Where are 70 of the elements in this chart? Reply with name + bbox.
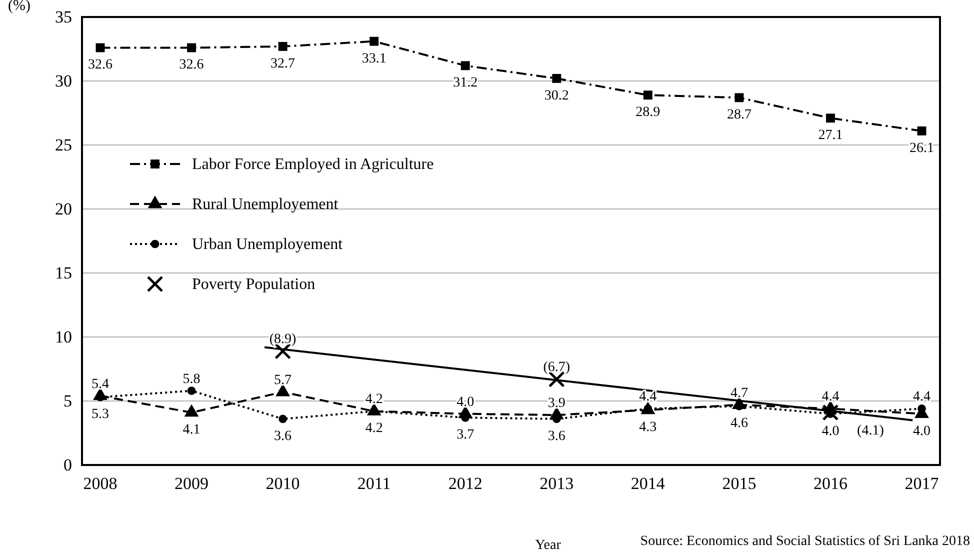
data-label: 4.6	[730, 416, 748, 432]
y-tick-label: 0	[64, 455, 72, 474]
legend-label: Poverty Population	[192, 276, 316, 293]
data-label: 32.7	[270, 56, 296, 72]
x-tick-label: 2008	[83, 474, 118, 494]
data-label: 4.0	[912, 424, 930, 439]
data-label: 4.4	[912, 390, 930, 405]
y-tick-label: 15	[55, 263, 72, 282]
data-label: 5.7	[274, 373, 292, 388]
data-label: 28.9	[636, 105, 660, 120]
point	[822, 404, 839, 421]
data-label: 3.6	[274, 428, 292, 444]
data-label: 27.1	[818, 128, 843, 144]
data-label: 32.6	[179, 58, 204, 73]
data-label: 33.1	[362, 51, 386, 66]
data-label: 30.2	[544, 88, 569, 104]
source-note: Source: Economics and Social Statistics of Sri Lanka 2018	[640, 534, 970, 549]
point	[917, 126, 926, 136]
data-label: 26.1	[909, 140, 934, 156]
legend-label: Labor Force Employed in Agriculture	[192, 156, 434, 173]
data-label: 3.6	[548, 428, 566, 444]
data-label: 3.7	[456, 428, 474, 443]
data-label: 5.8	[182, 372, 200, 387]
legend-label: Urban Unemployement	[192, 236, 344, 253]
point	[643, 90, 652, 100]
data-label: 5.4	[92, 376, 110, 392]
point	[278, 42, 288, 51]
data-label: 4.0	[456, 394, 474, 410]
data-label: 5.3	[92, 407, 110, 422]
data-label: 4.4	[822, 390, 840, 405]
data-label: 4.0	[822, 424, 840, 439]
y-tick-label: 5	[64, 391, 72, 410]
y-tick-label: 30	[55, 71, 72, 90]
data-label: 4.2	[365, 392, 383, 408]
data-label: 32.6	[88, 58, 113, 73]
point	[187, 43, 196, 52]
point	[187, 386, 196, 395]
x-tick-label: 2017	[904, 474, 940, 494]
point	[826, 114, 835, 123]
point	[460, 61, 470, 70]
point	[734, 93, 744, 102]
point	[370, 36, 379, 46]
data-label: 4.7	[730, 386, 748, 401]
data-label: 4.2	[365, 421, 383, 436]
data-label: 28.7	[726, 108, 752, 123]
y-tick-label: 35	[55, 7, 72, 26]
point	[552, 74, 562, 83]
data-label: (8.9)	[269, 332, 297, 348]
y-tick-label: 10	[55, 327, 72, 346]
point	[278, 414, 287, 424]
x-tick-label: 2013	[540, 474, 574, 494]
legend-label: Rural Unemployement	[192, 196, 339, 213]
x-tick-label: 2014	[630, 474, 666, 494]
data-label: 31.2	[453, 76, 478, 91]
x-tick-label: 2016	[813, 474, 848, 494]
x-axis-title: Year	[535, 538, 562, 553]
x-tick-label: 2012	[448, 474, 482, 494]
x-tick-label: 2009	[174, 474, 209, 494]
x-tick-label: 2011	[357, 474, 391, 494]
data-label: (4.1)	[857, 424, 884, 439]
data-label: (6.7)	[543, 360, 570, 376]
data-label: 3.9	[548, 396, 566, 412]
data-label: 4.4	[639, 390, 657, 405]
y-tick-label: 20	[55, 199, 72, 218]
point	[96, 43, 105, 52]
x-tick-label: 2010	[266, 474, 300, 494]
y-tick-label: 25	[55, 135, 72, 154]
x-tick-label: 2015	[722, 474, 756, 494]
data-label: 4.1	[182, 422, 200, 438]
data-label: 4.3	[639, 420, 657, 435]
